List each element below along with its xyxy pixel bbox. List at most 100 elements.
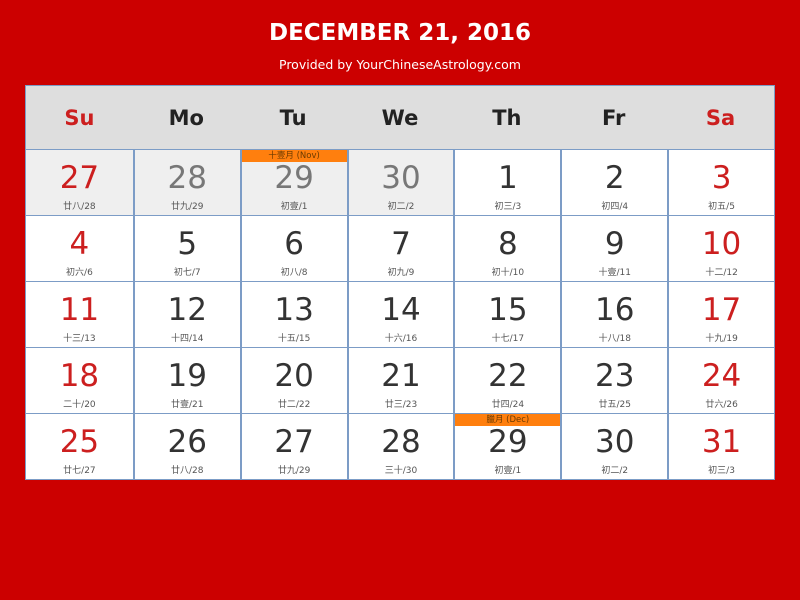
lunar-date: 十七/17 <box>491 334 525 344</box>
day-cell[interactable]: 12 十四/14 <box>132 282 240 347</box>
day-cell[interactable]: 11 十三/13 <box>26 282 133 347</box>
day-number: 30 <box>381 160 421 196</box>
lunar-date: 三十/30 <box>384 466 418 476</box>
day-cell[interactable]: 9 十壹/11 <box>560 216 668 281</box>
lunar-date: 初六/6 <box>66 268 93 278</box>
weekday-tuesday: Tu <box>279 105 307 130</box>
day-number: 15 <box>488 292 528 328</box>
day-cell[interactable]: 14 十六/16 <box>346 282 454 347</box>
day-cell[interactable]: 20 廿二/22 <box>239 348 347 413</box>
lunar-date: 十五/15 <box>277 334 311 344</box>
lunar-date: 廿四/24 <box>491 400 525 410</box>
day-number: 14 <box>381 292 421 328</box>
weekday-wednesday: We <box>381 105 419 130</box>
day-cell[interactable]: 13 十五/15 <box>239 282 347 347</box>
day-cell[interactable]: 16 十八/18 <box>560 282 668 347</box>
lunar-date: 初九/9 <box>387 268 415 278</box>
day-number: 26 <box>167 424 207 460</box>
day-cell[interactable]: 1 初三/3 <box>453 150 561 215</box>
day-number: 2 <box>604 160 625 196</box>
lunar-date: 初四/4 <box>601 202 629 212</box>
lunar-date: 初七/7 <box>173 268 201 278</box>
day-cell[interactable]: 27 廿八/28 <box>26 150 133 215</box>
day-cell[interactable]: 17 十九/19 <box>667 282 774 347</box>
weekday-header: Su Mo Tu We Th Fr Sa <box>26 86 774 149</box>
day-number: 6 <box>284 226 304 262</box>
day-number: 1 <box>497 160 518 196</box>
week-row: 11 十三/13 12 十四/14 13 十五/15 14 十六/16 15 十七/17 16 十八/… <box>26 281 774 347</box>
day-cell[interactable]: 4 初六/6 <box>26 216 133 281</box>
lunar-date: 十壹/11 <box>598 268 631 278</box>
day-cell[interactable]: 5 初七/7 <box>132 216 240 281</box>
lunar-date: 初壹/1 <box>494 466 522 476</box>
week-row: 4 初六/6 5 初七/7 6 初八/8 7 初九/9 8 初十/10 9 十壹/11 10 十二/12 <box>26 215 774 281</box>
lunar-date: 初壹/1 <box>280 202 308 212</box>
day-number: 17 <box>701 292 742 328</box>
lunar-date: 十三/13 <box>63 334 96 344</box>
lunar-date: 初八/8 <box>280 268 308 278</box>
weekday-friday: Fr <box>602 105 626 130</box>
week-row: 18 二十/20 19 廿壹/21 20 廿二/22 21 廿三/23 22 廿四/24 23 廿五/… <box>26 347 774 413</box>
day-cell[interactable]: 6 初八/8 <box>239 216 347 281</box>
day-cell[interactable]: 2 初四/4 <box>560 150 668 215</box>
day-number: 29 <box>488 424 528 460</box>
day-cell[interactable]: 28 三十/30 <box>346 414 454 479</box>
lunar-date: 廿六/26 <box>705 400 738 410</box>
day-number: 22 <box>488 358 528 394</box>
day-cell[interactable]: 18 二十/20 <box>26 348 133 413</box>
day-number: 23 <box>594 358 635 394</box>
lunar-date: 廿三/23 <box>384 400 418 410</box>
day-cell[interactable]: 23 廿五/25 <box>560 348 668 413</box>
weekday-monday: Mo <box>168 105 204 130</box>
day-number: 21 <box>381 358 421 394</box>
day-cell[interactable]: 28 廿九/29 <box>132 150 240 215</box>
day-cell[interactable]: 10 十二/12 <box>667 216 774 281</box>
day-cell[interactable]: 31 初三/3 <box>667 414 774 479</box>
day-number: 12 <box>167 292 207 328</box>
lunar-date: 初三/3 <box>708 466 735 476</box>
day-number: 24 <box>701 358 742 394</box>
day-cell[interactable]: 3 初五/5 <box>667 150 774 215</box>
provider-credit: Provided by YourChineseAstrology.com <box>279 57 521 72</box>
day-number: 19 <box>167 358 207 394</box>
day-number: 30 <box>594 424 635 460</box>
weekday-sunday: Su <box>64 105 95 130</box>
day-cell[interactable]: 7 初九/9 <box>346 216 454 281</box>
lunar-date: 廿九/29 <box>171 202 204 212</box>
day-cell[interactable]: 19 廿壹/21 <box>132 348 240 413</box>
lunar-date: 二十/20 <box>63 400 96 410</box>
day-number: 5 <box>177 226 198 262</box>
day-cell[interactable]: 十壹月 (Nov) 29 初壹/1 <box>239 150 347 215</box>
lunar-date: 廿壹/21 <box>171 400 204 410</box>
lunar-date: 初十/10 <box>491 268 525 278</box>
day-cell[interactable]: 15 十七/17 <box>453 282 561 347</box>
lunar-date: 初二/2 <box>387 202 415 212</box>
day-number: 20 <box>274 358 314 394</box>
day-cell[interactable]: 27 廿九/29 <box>239 414 347 479</box>
lunar-date: 十二/12 <box>705 268 738 278</box>
lunar-date: 十六/16 <box>384 334 418 344</box>
day-cell[interactable]: 臘月 (Dec) 29 初壹/1 <box>453 414 561 479</box>
day-cell[interactable]: 24 廿六/26 <box>667 348 774 413</box>
day-number: 9 <box>604 226 625 262</box>
day-number: 29 <box>274 160 314 196</box>
day-cell[interactable]: 22 廿四/24 <box>453 348 561 413</box>
day-number: 11 <box>59 292 100 328</box>
calendar-grid: Su Mo Tu We Th Fr Sa 27 廿八/28 28 廿九/29 十壹月 (… <box>25 85 775 480</box>
lunar-date: 廿二/22 <box>277 400 311 410</box>
day-number: 28 <box>167 160 207 196</box>
day-cell[interactable]: 30 初二/2 <box>560 414 668 479</box>
day-number: 8 <box>497 226 518 262</box>
lunar-date: 廿五/25 <box>598 400 631 410</box>
day-cell[interactable]: 30 初二/2 <box>346 150 454 215</box>
day-number: 18 <box>59 358 100 394</box>
day-cell[interactable]: 25 廿七/27 <box>26 414 133 479</box>
day-number: 7 <box>391 226 411 262</box>
lunar-date: 十九/19 <box>705 334 738 344</box>
day-cell[interactable]: 26 廿八/28 <box>132 414 240 479</box>
day-cell[interactable]: 8 初十/10 <box>453 216 561 281</box>
day-number: 31 <box>701 424 742 460</box>
weekday-thursday: Th <box>492 105 522 130</box>
day-number: 10 <box>701 226 742 262</box>
day-cell[interactable]: 21 廿三/23 <box>346 348 454 413</box>
